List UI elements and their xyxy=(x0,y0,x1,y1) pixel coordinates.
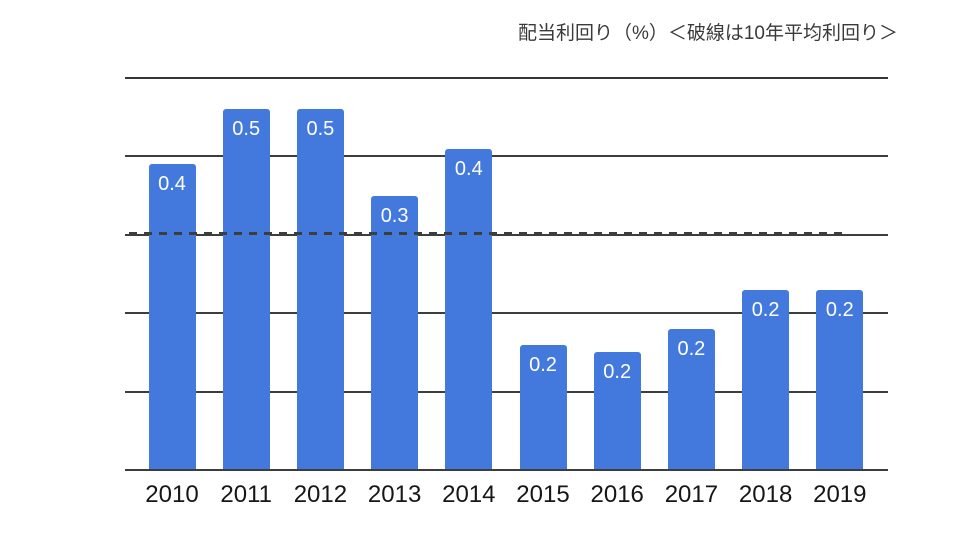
x-axis-label-2016: 2016 xyxy=(590,481,644,508)
bar-value-label-2010: 0.4 xyxy=(158,173,186,196)
bar-2017: 0.2 xyxy=(667,328,715,470)
x-axis-label-2013: 2013 xyxy=(367,481,422,508)
bar-value-label-2019: 0.2 xyxy=(825,298,854,321)
bar-2014: 0.4 xyxy=(445,148,493,470)
bar-value-label-2015: 0.2 xyxy=(529,353,557,376)
average-dashed-line xyxy=(129,231,843,235)
bar-2018: 0.2 xyxy=(742,289,790,470)
gridline-0.3 xyxy=(125,233,888,236)
bar-2011: 0.5 xyxy=(222,109,270,470)
bar-value-label-2011: 0.5 xyxy=(232,118,261,141)
x-axis-label-2017: 2017 xyxy=(664,481,719,508)
x-axis-label-2019: 2019 xyxy=(813,481,867,508)
x-axis-label-2018: 2018 xyxy=(738,481,793,508)
x-axis-label-2010: 2010 xyxy=(145,481,199,508)
bar-2015: 0.2 xyxy=(519,344,567,470)
bar-2019: 0.2 xyxy=(816,289,864,470)
x-axis-label-2015: 2015 xyxy=(516,481,570,508)
gridline-0.2 xyxy=(125,312,888,315)
x-axis-line xyxy=(125,469,888,471)
gridline-0.5 xyxy=(125,77,888,79)
x-axis-label-2014: 2014 xyxy=(442,481,496,508)
gridline-0.4 xyxy=(125,155,888,158)
bar-2012: 0.5 xyxy=(296,109,344,470)
bar-2010: 0.4 xyxy=(148,164,196,470)
bar-value-label-2014: 0.4 xyxy=(454,157,483,180)
bar-2016: 0.2 xyxy=(593,352,641,470)
bar-value-label-2018: 0.2 xyxy=(751,298,780,321)
x-axis-label-2012: 2012 xyxy=(293,481,348,508)
bar-value-label-2016: 0.2 xyxy=(603,361,632,384)
bar-value-label-2013: 0.3 xyxy=(380,204,409,227)
bar-2013: 0.3 xyxy=(371,195,419,470)
bar-value-label-2012: 0.5 xyxy=(306,118,335,141)
gridline-0.1 xyxy=(125,390,888,393)
x-axis-label-2011: 2011 xyxy=(220,481,272,508)
chart-title: 配当利回り（%）＜破線は10年平均利回り＞ xyxy=(517,23,898,44)
plot-area: 0.4 0.5 0.5 0.3 0.4 0.2 0.2 0.2 0.2 0.2 xyxy=(125,77,888,471)
bar-value-label-2017: 0.2 xyxy=(677,337,706,360)
